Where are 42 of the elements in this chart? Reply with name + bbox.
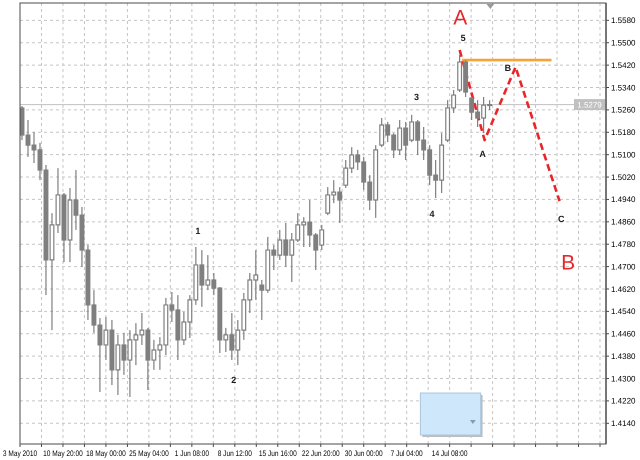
x-tick-label: 18 May 00:00 [86, 448, 126, 458]
y-tick-label: 1.4300 [611, 374, 636, 384]
y-tick-label: 1.4700 [611, 262, 636, 272]
annotation: A [479, 149, 486, 160]
annotation: C [558, 214, 566, 224]
annotation: 5 [460, 33, 466, 44]
annotation: 3 [414, 92, 420, 102]
y-tick-label: 1.5020 [611, 172, 636, 182]
y-tick-label: 1.4860 [611, 218, 636, 227]
y-tick-label: 1.5340 [611, 83, 636, 92]
line-series [458, 48, 561, 202]
y-tick-label: 1.4220 [611, 396, 636, 406]
annotation: 4 [430, 209, 435, 220]
y-tick-label: 1.5100 [611, 150, 636, 160]
y-tick-label: 1.5580 [611, 16, 636, 26]
x-tick-label: 15 Jun 16:00 [258, 448, 297, 458]
annotation: 2 [231, 375, 236, 386]
x-tick-label: 22 Jun 20:00 [302, 448, 340, 458]
y-tick-label: 1.5260 [611, 106, 636, 115]
x-tick-label: 10 May 20:00 [43, 448, 83, 458]
x-tick-label: 8 Jun 12:00 [218, 448, 252, 458]
annotation: B [504, 63, 512, 74]
y-tick-label: 1.4460 [611, 330, 636, 339]
y-tick-label: 1.4620 [611, 284, 636, 294]
y-tick-label: 1.4940 [611, 195, 636, 204]
annotation: 1 [195, 226, 200, 236]
x-tick-label: 1 Jun 08:00 [174, 448, 209, 458]
x-tick-label: 14 Jul 08:00 [432, 448, 468, 458]
annotation: B [561, 251, 576, 274]
x-tick-label: 7 Jul 04:00 [390, 448, 423, 458]
y-tick-label: 1.4140 [611, 419, 636, 428]
y-tick-label: 1.4540 [611, 307, 636, 316]
ref-line-label: 1.5279 [577, 100, 602, 110]
x-tick-label: 25 May 04:00 [129, 448, 169, 458]
y-tick-label: 1.4380 [611, 352, 636, 361]
y-tick-label: 1.4780 [611, 240, 636, 250]
y-tick-label: 1.5420 [611, 60, 636, 70]
annotation: A [453, 6, 468, 30]
y-tick-label: 1.5500 [611, 38, 636, 48]
y-tick-label: 1.5180 [611, 128, 636, 138]
x-tick-label: 30 Jun 00:00 [344, 448, 383, 458]
x-tick-label: 3 May 2010 [2, 448, 38, 458]
